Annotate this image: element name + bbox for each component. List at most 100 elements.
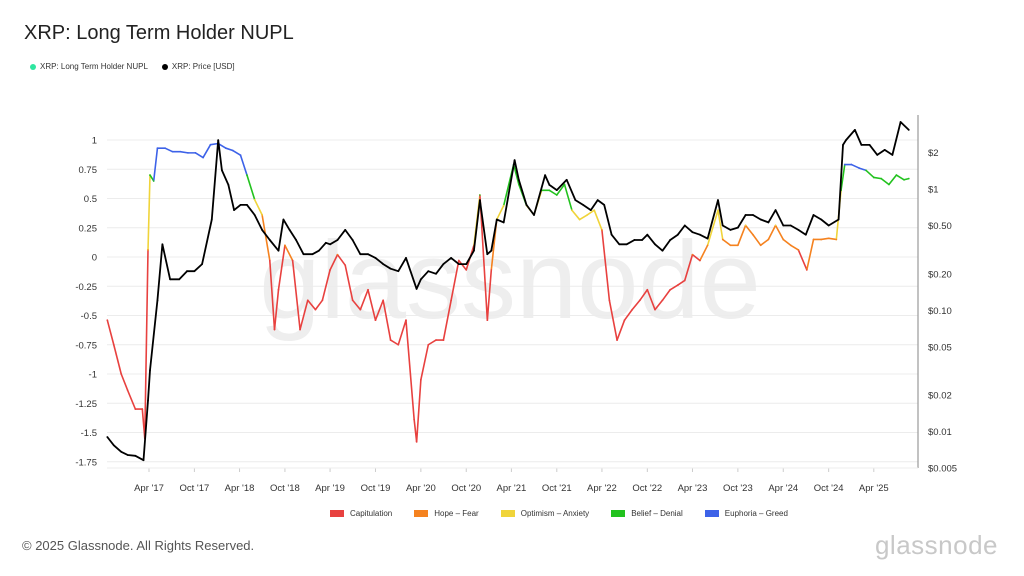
left-axis-tick-label: -1 [89,370,97,381]
price-point [654,243,656,246]
nupl-point [405,319,407,321]
price-point [876,154,879,156]
nupl-line-segment [571,209,581,221]
nupl-line-segment [106,319,115,346]
nupl-point [442,339,445,341]
x-axis-tick-label: Apr '24 [768,483,798,494]
price-point [374,257,377,259]
nupl-line-segment [120,373,129,392]
price-point [282,218,285,221]
price-point [302,253,305,256]
nupl-point [865,169,867,172]
nupl-line-segment [661,288,671,302]
nupl-line-segment [261,214,271,262]
nupl-line-segment [806,238,815,271]
left-axis-tick-label: -1.25 [75,399,97,410]
nupl-line-segment [767,224,777,241]
nupl-point [631,308,633,311]
swatch-optimism-anxiety [500,510,515,517]
nupl-line-segment [782,238,792,247]
price-point [661,249,664,252]
nupl-line-segment [291,259,301,331]
price-point [827,224,830,227]
price-point [288,228,291,231]
price-point [633,239,636,241]
nupl-point [744,224,747,227]
price-point [147,399,149,402]
nupl-line-segment [646,288,656,311]
nupl-point [586,214,589,216]
price-point [767,221,770,224]
legend-item-nupl[interactable]: XRP: Long Term Holder NUPL [30,62,148,71]
watermark: glassnode [259,219,761,342]
top-legend: XRP: Long Term Holder NUPL XRP: Price [U… [30,62,235,71]
price-point [457,263,460,266]
nupl-point [171,150,174,153]
price-point [907,129,910,131]
nupl-line-segment [752,233,762,247]
nupl-line-segment [789,244,800,251]
price-point [797,228,800,231]
legend-item-belief-denial[interactable]: Belief – Denial [611,509,683,518]
nupl-point [273,328,276,331]
nupl-line-segment [555,183,566,196]
nupl-point [759,244,762,247]
nupl-line-segment [563,183,573,211]
nupl-point [820,238,823,241]
nupl-line-segment [759,238,770,247]
x-axis-tick-label: Apr '19 [315,483,345,494]
price-point [495,218,498,221]
nupl-point [261,214,263,216]
nupl-point [149,174,151,176]
nupl-point [502,204,505,207]
nupl-point [717,209,719,211]
x-axis-tick-label: Apr '23 [678,483,708,494]
nupl-line-segment [593,209,603,231]
legend-item-capitulation[interactable]: Capitulation [330,509,392,518]
nupl-line-segment [405,319,415,421]
price-point [442,263,445,266]
legend-item-optimism-anxiety[interactable]: Optimism – Anxiety [500,509,589,518]
price-point [842,144,844,146]
legend-item-price[interactable]: XRP: Price [USD] [161,62,235,71]
nupl-point [120,373,123,375]
nupl-line-segment [683,253,694,282]
nupl-point [253,198,256,201]
legend-item-euphoria-greed[interactable]: Euphoria – Greed [704,509,788,518]
price-point [525,203,528,206]
legend-label-euphoria-greed: Euphoria – Greed [724,509,788,518]
nupl-line-segment [895,174,905,181]
nupl-point [782,238,785,241]
nupl-line-segment [601,229,611,302]
left-axis-tick-label: -0.25 [75,282,97,293]
nupl-point [194,152,197,154]
zone-legend: Capitulation Hope – Fear Optimism – Anxi… [330,509,788,518]
nupl-line-segment [306,299,317,311]
price-point [691,231,694,234]
nupl-line-segment [277,244,286,291]
swatch-capitulation [330,510,344,517]
price-point [490,249,493,252]
legend-label-price: XRP: Price [USD] [171,62,235,71]
nupl-point [420,379,422,381]
price-point [860,144,863,146]
nupl-line-segment [336,253,347,266]
nupl-line-segment [774,224,785,241]
price-point [596,199,599,201]
price-point [126,454,129,456]
nupl-point [616,339,618,341]
legend-item-hope-fear[interactable]: Hope – Fear [414,509,479,518]
nupl-point [789,244,792,247]
nupl-line-segment [112,343,123,375]
nupl-point [465,269,468,271]
legend-label-hope-fear: Hope – Fear [434,509,479,518]
nupl-line-segment [744,224,754,236]
nupl-line-segment [299,299,309,331]
nupl-point [126,389,129,392]
price-point [729,228,732,231]
nupl-line-segment [717,209,724,241]
brand-logo: glassnode [874,530,998,560]
left-axis-tick-label: -1.5 [81,428,97,439]
nupl-line-segment [623,308,634,321]
